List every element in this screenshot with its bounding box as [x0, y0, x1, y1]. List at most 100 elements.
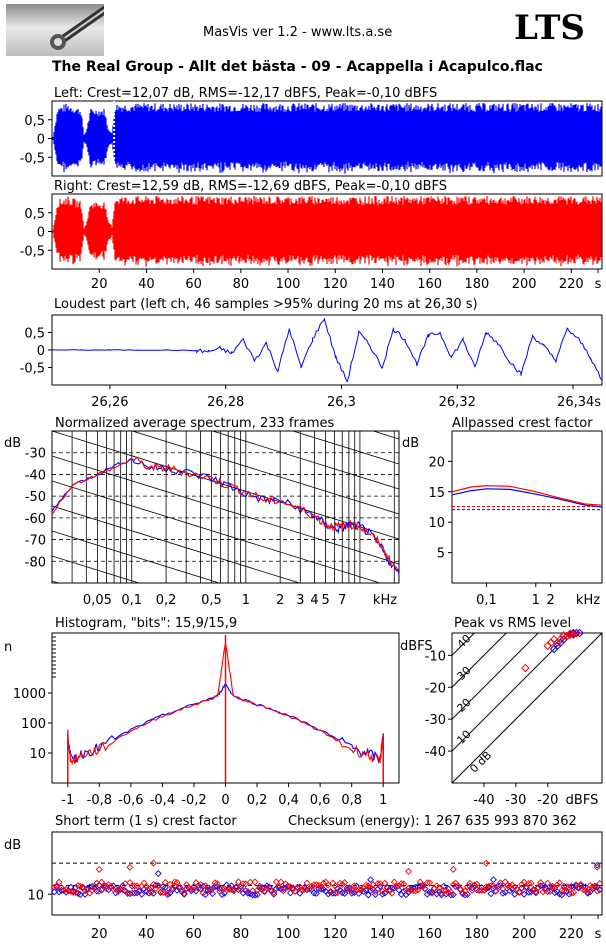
diagonal-label: 30: [455, 664, 474, 683]
short-crest-left-point: [265, 883, 273, 891]
short-crest-right-point: [126, 863, 134, 871]
short-crest-right-point: [541, 886, 549, 894]
y-tick-label: 10: [27, 888, 44, 903]
short-crest-left-point: [381, 889, 389, 897]
x-tick-label: 0,2: [247, 793, 268, 808]
y-tick-label: -0,5: [20, 244, 45, 259]
short-crest-left-point: [76, 891, 84, 899]
short-crest-right-point: [249, 887, 257, 895]
short-crest-left-point: [520, 890, 528, 898]
y-tick-label: -10: [425, 649, 446, 664]
x-tick-label: 0,4: [278, 793, 299, 808]
short-crest-right-point: [286, 883, 294, 891]
short-crest-right-point: [367, 883, 375, 891]
short-crest-right-point: [343, 886, 351, 894]
short-crest-right-point: [473, 880, 481, 888]
short-crest-right-point: [596, 880, 604, 887]
crest-diagonals: [452, 633, 602, 783]
y-tick-label: -0,5: [20, 151, 45, 166]
x-tick-label: 2: [276, 593, 284, 608]
cable-plug-icon: [50, 5, 109, 50]
short-crest-right-point: [395, 882, 403, 890]
short-crest-right-point: [235, 878, 242, 886]
x-tick-label: 3: [296, 593, 304, 608]
x-tick-label: 1: [379, 793, 387, 808]
short-crest-right-point: [593, 887, 601, 895]
y-tick-label: -30: [25, 447, 46, 462]
spectrum-right-line: [51, 456, 400, 573]
x-tick-label: 0,8: [341, 793, 362, 808]
short-crest-right-point: [546, 887, 554, 895]
x-tick-label: 80: [233, 277, 250, 292]
short-crest-left-point: [138, 890, 146, 898]
crest-left-line: [451, 488, 603, 508]
x-tick-label: -30: [505, 793, 526, 808]
x-tick-label: 7: [338, 593, 346, 608]
short-crest-left-point: [209, 890, 216, 898]
short-crest-left-point: [301, 883, 309, 891]
crest-diagonal: [452, 633, 507, 688]
loudest-title: Loudest part (left ch, 46 samples >95% d…: [54, 297, 478, 312]
short-crest-right-point: [72, 888, 80, 896]
brand-logo: LTS: [514, 8, 585, 48]
short-crest-right-point: [539, 888, 547, 896]
short-crest-frame: [51, 831, 603, 916]
x-tick-label: 0,6: [310, 793, 331, 808]
x-tick-label: 26,26: [91, 395, 128, 410]
short-crest-left-point: [596, 886, 604, 894]
short-crest-left-point: [178, 888, 186, 896]
short-crest-right-point: [220, 884, 228, 892]
short-crest-right-point: [133, 882, 141, 890]
diagonal-label: 10: [455, 728, 474, 747]
short-crest-right-point: [414, 886, 422, 894]
short-crest-right-point: [336, 879, 344, 887]
histogram-y-axis-label: n: [4, 640, 12, 655]
slope-line: [291, 431, 399, 465]
x-tick-label: 80: [233, 927, 250, 942]
short-crest-right-point: [430, 884, 438, 892]
short-crest-right-point: [147, 888, 155, 896]
short-crest-left-point: [324, 890, 332, 898]
crest-diagonal: [452, 633, 476, 657]
short-crest-right-point: [544, 879, 552, 887]
peak-rms-right-point: [565, 629, 575, 638]
y-tick-label: 1000: [13, 687, 46, 702]
checksum-label: Checksum (energy): 1 267 635 993 870 362: [288, 814, 577, 829]
short-crest-right-point: [279, 887, 287, 895]
x-tick-label: s: [595, 927, 602, 942]
short-crest-left-point: [121, 887, 129, 895]
short-crest-right-point: [270, 888, 278, 896]
slope-line: [52, 480, 382, 583]
x-tick-label: 140: [370, 277, 395, 292]
short-crest-right-point: [357, 886, 365, 894]
peak-rms-x-axis-label: dBFS: [566, 793, 599, 808]
y-tick-label: 0: [37, 226, 45, 241]
slope-line: [52, 530, 221, 583]
short-crest-left-point: [350, 889, 358, 897]
short-crest-right-point: [508, 881, 516, 889]
short-crest-right-point: [334, 889, 342, 897]
waveform-title: Left: Crest=12,07 dB, RMS=-12,17 dBFS, P…: [54, 86, 437, 101]
short-crest-right-point: [135, 888, 143, 896]
short-crest-right-point: [223, 886, 231, 894]
short-crest-right-point: [253, 886, 261, 894]
short-crest-right-point: [572, 881, 580, 889]
peak-rms-right-point: [572, 628, 581, 638]
short-crest-left-point: [433, 890, 441, 898]
short-crest-right-point: [404, 867, 412, 875]
x-tick-label: -0,2: [181, 793, 206, 808]
short-crest-right-point: [386, 887, 394, 895]
x-tick-label: 180: [464, 277, 489, 292]
short-crest-right-point: [582, 886, 589, 894]
short-crest-right-point: [277, 878, 285, 886]
short-crest-right-point: [121, 880, 129, 888]
x-tick-label: 40: [138, 927, 155, 942]
slope-line: [52, 505, 301, 583]
short-crest-right-point: [402, 886, 410, 894]
short-crest-left-point: [518, 884, 526, 892]
short-crest-right-point: [301, 885, 309, 893]
short-crest-right-point: [459, 889, 467, 897]
peak-rms-frame: [451, 632, 603, 784]
x-tick-label: 26,3: [327, 395, 356, 410]
short-crest-right-point: [534, 883, 542, 891]
